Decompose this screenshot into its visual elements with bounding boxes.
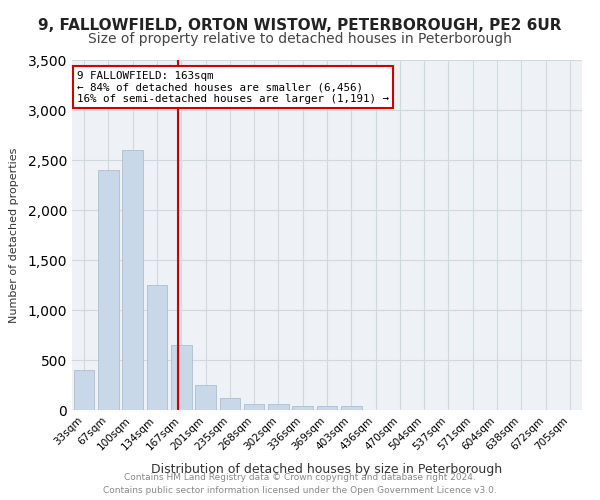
X-axis label: Distribution of detached houses by size in Peterborough: Distribution of detached houses by size … (151, 463, 503, 476)
Text: 9 FALLOWFIELD: 163sqm
← 84% of detached houses are smaller (6,456)
16% of semi-d: 9 FALLOWFIELD: 163sqm ← 84% of detached … (77, 70, 389, 104)
Bar (171, 345, 191, 410)
Bar (244, 404, 265, 410)
Bar (122, 150, 143, 410)
Bar (317, 406, 337, 410)
Text: 9, FALLOWFIELD, ORTON WISTOW, PETERBOROUGH, PE2 6UR: 9, FALLOWFIELD, ORTON WISTOW, PETERBOROU… (38, 18, 562, 32)
Bar (292, 406, 313, 410)
Bar (195, 385, 216, 410)
Bar (341, 406, 362, 410)
Bar (268, 404, 289, 410)
Bar (220, 398, 240, 410)
Bar (98, 170, 119, 410)
Bar (146, 285, 167, 410)
Y-axis label: Number of detached properties: Number of detached properties (10, 148, 19, 322)
Text: Size of property relative to detached houses in Peterborough: Size of property relative to detached ho… (88, 32, 512, 46)
Bar (74, 370, 94, 410)
Text: Contains HM Land Registry data © Crown copyright and database right 2024.
Contai: Contains HM Land Registry data © Crown c… (103, 474, 497, 495)
